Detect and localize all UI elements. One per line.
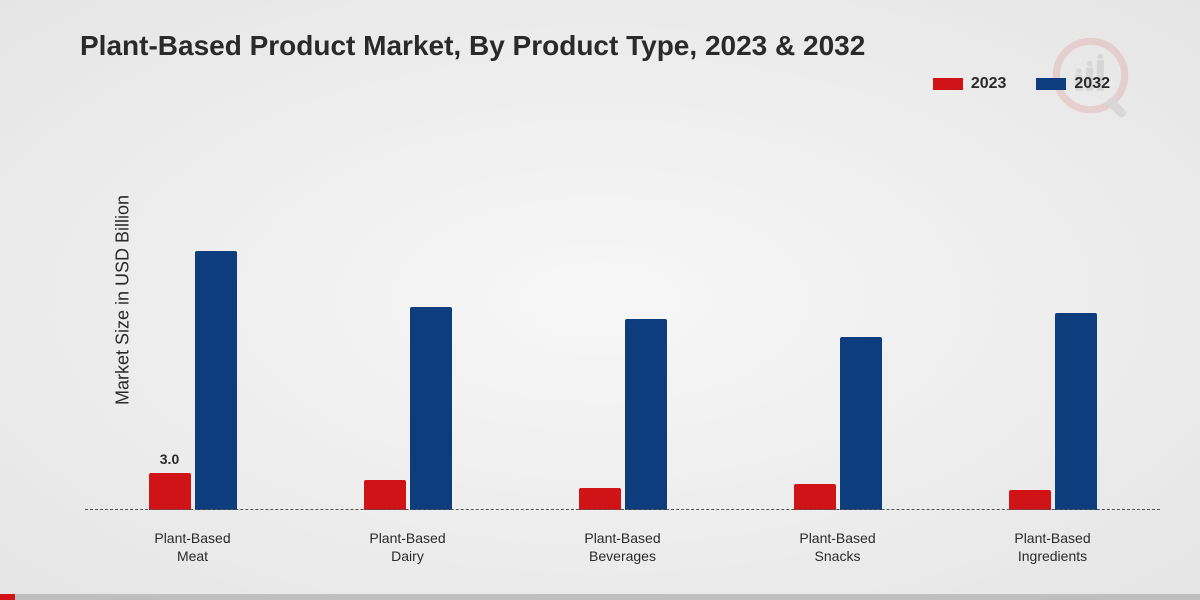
legend-label-2023: 2023 <box>971 75 1007 93</box>
bar-2023 <box>364 480 406 510</box>
bar-group <box>300 307 515 511</box>
bar-group <box>515 319 730 510</box>
x-axis-category-label: Plant-Based Beverages <box>515 529 730 565</box>
bar-group <box>945 313 1160 510</box>
accent-stripe <box>0 594 1200 600</box>
x-axis-category-label: Plant-Based Meat <box>85 529 300 565</box>
x-axis-category-label: Plant-Based Ingredients <box>945 529 1160 565</box>
bar-2023 <box>1009 490 1051 510</box>
x-axis-baseline <box>85 509 1160 510</box>
chart-plot-area: 3.0 <box>85 140 1160 510</box>
bar-2032 <box>195 251 237 510</box>
legend: 2023 2032 <box>933 75 1110 93</box>
legend-label-2032: 2032 <box>1074 75 1110 93</box>
bar-2023 <box>579 488 621 510</box>
bar-2032 <box>625 319 667 510</box>
bar-group: 3.0 <box>85 251 300 510</box>
bar-group <box>730 337 945 510</box>
legend-item-2023: 2023 <box>933 75 1007 93</box>
legend-item-2032: 2032 <box>1036 75 1110 93</box>
chart-title: Plant-Based Product Market, By Product T… <box>80 30 865 62</box>
bar-2032 <box>840 337 882 510</box>
accent-stripe-gray <box>15 594 1200 600</box>
x-axis-category-label: Plant-Based Dairy <box>300 529 515 565</box>
bar-2032 <box>1055 313 1097 510</box>
bar-2032 <box>410 307 452 511</box>
bar-2023 <box>794 484 836 510</box>
bar-2023 <box>149 473 191 510</box>
bar-value-label: 3.0 <box>160 451 179 467</box>
x-axis-labels: Plant-Based MeatPlant-Based DairyPlant-B… <box>85 529 1160 565</box>
accent-stripe-red <box>0 594 15 600</box>
legend-swatch-2032 <box>1036 78 1066 90</box>
legend-swatch-2023 <box>933 78 963 90</box>
x-axis-category-label: Plant-Based Snacks <box>730 529 945 565</box>
bars-container: 3.0 <box>85 140 1160 510</box>
